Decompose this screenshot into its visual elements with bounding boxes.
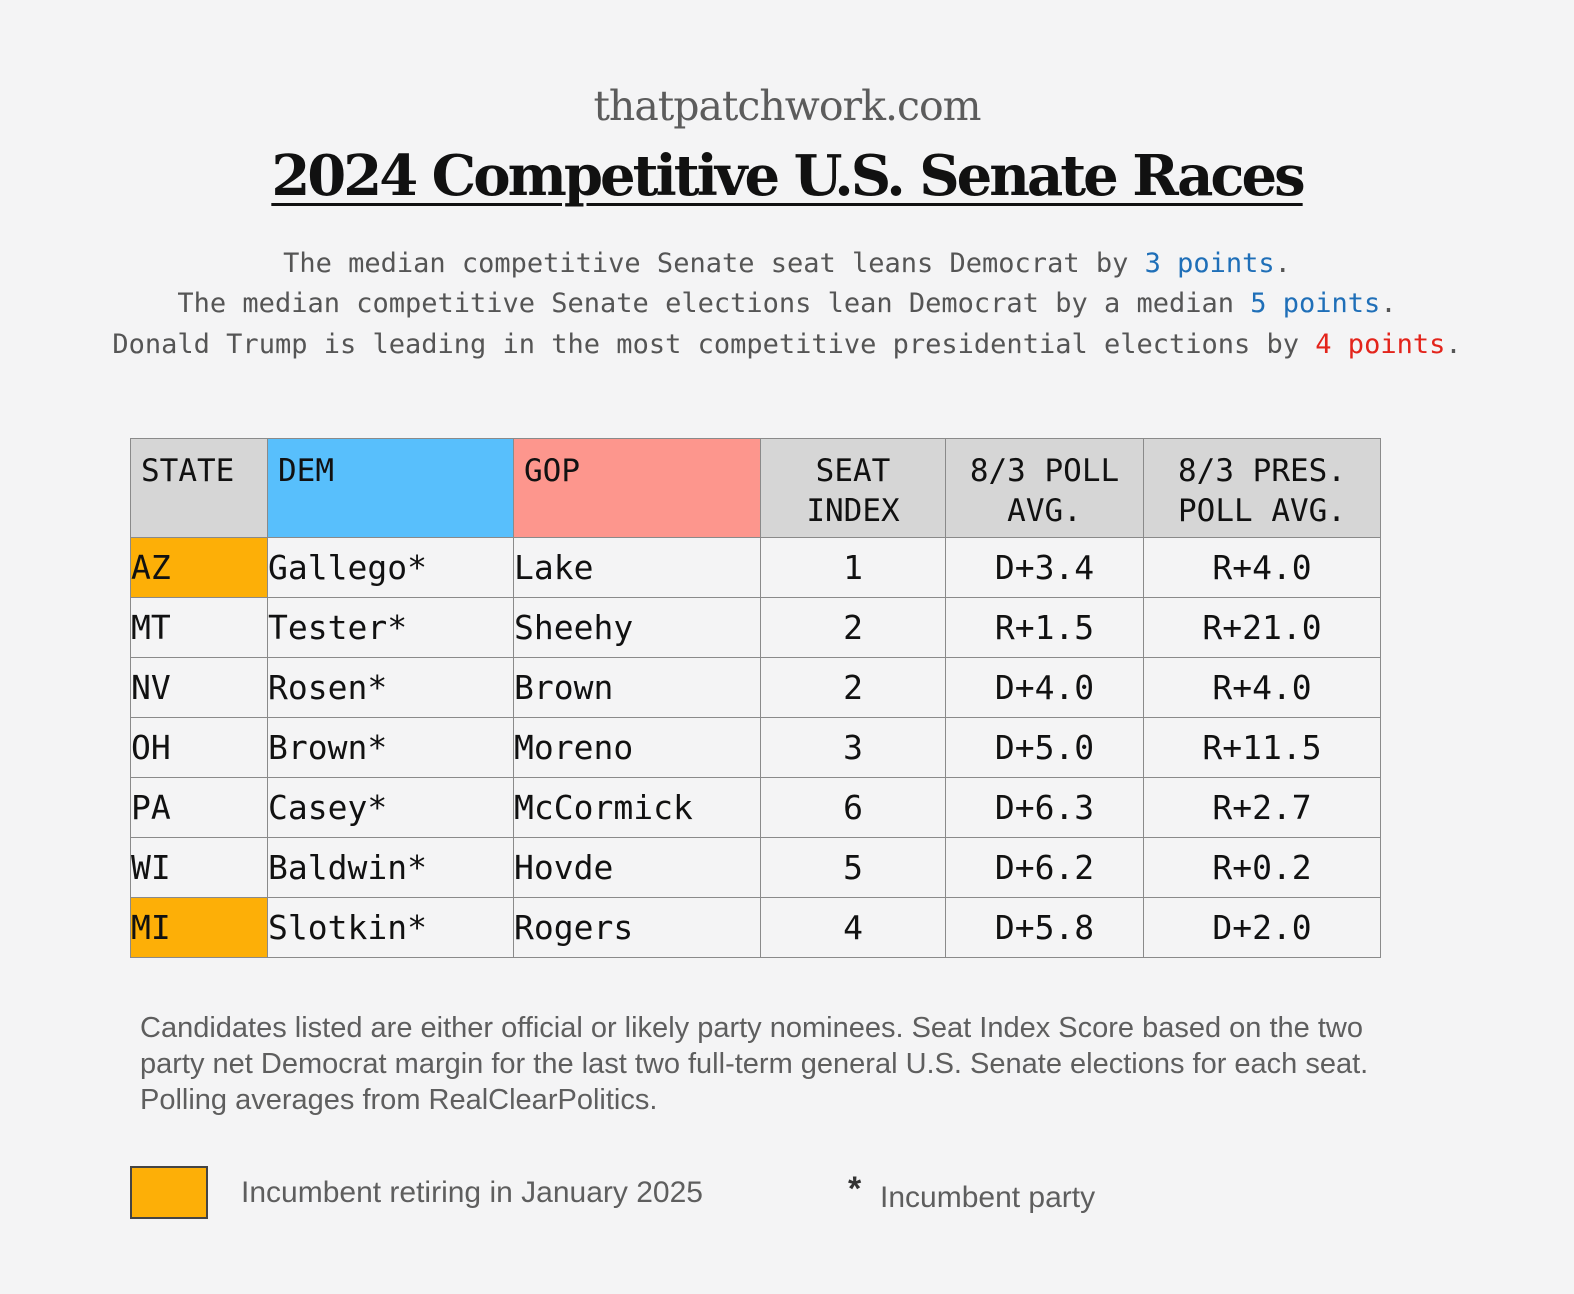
table-row: WI Baldwin* Hovde 5 D+6.2 R+0.2 [130, 837, 1381, 898]
summary-line-3: Donald Trump is leading in the most comp… [0, 329, 1574, 360]
dem-candidate-cell: Baldwin* [267, 837, 514, 898]
page-title-text: 2024 Competitive U.S. Senate Races [271, 143, 1305, 209]
gop-candidate-cell: Lake [513, 537, 761, 598]
table-row: PA Casey* McCormick 6 D+6.3 R+2.7 [130, 777, 1381, 838]
summary-highlight: 5 points [1250, 288, 1381, 319]
table-row: NV Rosen* Brown 2 D+4.0 R+4.0 [130, 657, 1381, 718]
state-cell: PA [130, 777, 268, 838]
gop-candidate-cell: Moreno [513, 717, 761, 778]
header-line: 8/3 PRES. [1178, 453, 1346, 489]
footnote: Candidates listed are either official or… [140, 1012, 1369, 1116]
pres-poll-avg-cell: R+4.0 [1143, 537, 1381, 598]
header-state: STATE [130, 438, 268, 538]
poll-avg-cell: D+5.0 [945, 717, 1144, 778]
header-line: INDEX [806, 493, 900, 529]
summary-text: The median competitive Senate elections … [177, 288, 1251, 319]
table-row: AZ Gallego* Lake 1 D+3.4 R+4.0 [130, 537, 1381, 598]
poll-avg-cell: D+6.3 [945, 777, 1144, 838]
header-line: POLL AVG. [1178, 493, 1346, 529]
seat-index-cell: 2 [760, 657, 946, 718]
summary-text: . [1380, 288, 1397, 319]
dem-candidate-cell: Slotkin* [267, 897, 514, 958]
table-row: OH Brown* Moreno 3 D+5.0 R+11.5 [130, 717, 1381, 778]
summary-highlight: 4 points [1315, 329, 1446, 360]
table-row: MT Tester* Sheehy 2 R+1.5 R+21.0 [130, 597, 1381, 658]
dem-candidate-cell: Rosen* [267, 657, 514, 718]
dem-candidate-cell: Tester* [267, 597, 514, 658]
summary-text: . [1274, 248, 1291, 279]
gop-candidate-cell: Sheehy [513, 597, 761, 658]
summary-line-2: The median competitive Senate elections … [0, 288, 1574, 319]
dem-candidate-cell: Brown* [267, 717, 514, 778]
senate-races-table: STATE DEM GOP SEAT INDEX 8/3 POLL AVG. 8/3… [130, 438, 1381, 958]
header-line: AVG. [1007, 493, 1082, 529]
header-seat-index: SEAT INDEX [760, 438, 946, 538]
poll-avg-cell: D+6.2 [945, 837, 1144, 898]
header-gop: GOP [513, 438, 761, 538]
dem-candidate-cell: Casey* [267, 777, 514, 838]
state-cell: OH [130, 717, 268, 778]
site-name: thatpatchwork.com [593, 82, 981, 130]
header-line: SEAT [815, 453, 891, 489]
poll-avg-cell: D+4.0 [945, 657, 1144, 718]
seat-index-cell: 2 [760, 597, 946, 658]
summary-highlight: 3 points [1144, 248, 1275, 279]
pres-poll-avg-cell: R+0.2 [1143, 837, 1381, 898]
pres-poll-avg-cell: R+11.5 [1143, 717, 1381, 778]
seat-index-cell: 5 [760, 837, 946, 898]
retiring-legend-label: Incumbent retiring in January 2025 [241, 1176, 703, 1209]
asterisk-symbol: * [848, 1170, 862, 1208]
poll-avg-cell: R+1.5 [945, 597, 1144, 658]
dem-candidate-cell: Gallego* [267, 537, 514, 598]
seat-index-cell: 6 [760, 777, 946, 838]
table-row: MI Slotkin* Rogers 4 D+5.8 D+2.0 [130, 897, 1381, 958]
pres-poll-avg-cell: D+2.0 [1143, 897, 1381, 958]
gop-candidate-cell: Rogers [513, 897, 761, 958]
poll-avg-cell: D+5.8 [945, 897, 1144, 958]
poll-avg-cell: D+3.4 [945, 537, 1144, 598]
seat-index-cell: 3 [760, 717, 946, 778]
header-poll-avg: 8/3 POLL AVG. [945, 438, 1144, 538]
pres-poll-avg-cell: R+2.7 [1143, 777, 1381, 838]
header-line: 8/3 POLL [969, 453, 1120, 489]
state-cell: AZ [130, 537, 268, 598]
retiring-legend-swatch [130, 1166, 208, 1219]
header-pres-poll-avg: 8/3 PRES. POLL AVG. [1143, 438, 1381, 538]
summary-text: . [1445, 329, 1462, 360]
summary-line-1: The median competitive Senate seat leans… [0, 248, 1574, 279]
seat-index-cell: 4 [760, 897, 946, 958]
state-cell: MI [130, 897, 268, 958]
state-cell: NV [130, 657, 268, 718]
summary-text: Donald Trump is leading in the most comp… [112, 329, 1316, 360]
summary-text: The median competitive Senate seat leans… [283, 248, 1145, 279]
table-header-row: STATE DEM GOP SEAT INDEX 8/3 POLL AVG. 8/3… [130, 438, 1381, 538]
state-cell: MT [130, 597, 268, 658]
page-title: 2024 Competitive U.S. Senate Races [0, 143, 1574, 209]
gop-candidate-cell: Brown [513, 657, 761, 718]
gop-candidate-cell: Hovde [513, 837, 761, 898]
incumbent-legend-label: Incumbent party [880, 1181, 1096, 1214]
pres-poll-avg-cell: R+21.0 [1143, 597, 1381, 658]
pres-poll-avg-cell: R+4.0 [1143, 657, 1381, 718]
gop-candidate-cell: McCormick [513, 777, 761, 838]
seat-index-cell: 1 [760, 537, 946, 598]
state-cell: WI [130, 837, 268, 898]
header-dem: DEM [267, 438, 514, 538]
